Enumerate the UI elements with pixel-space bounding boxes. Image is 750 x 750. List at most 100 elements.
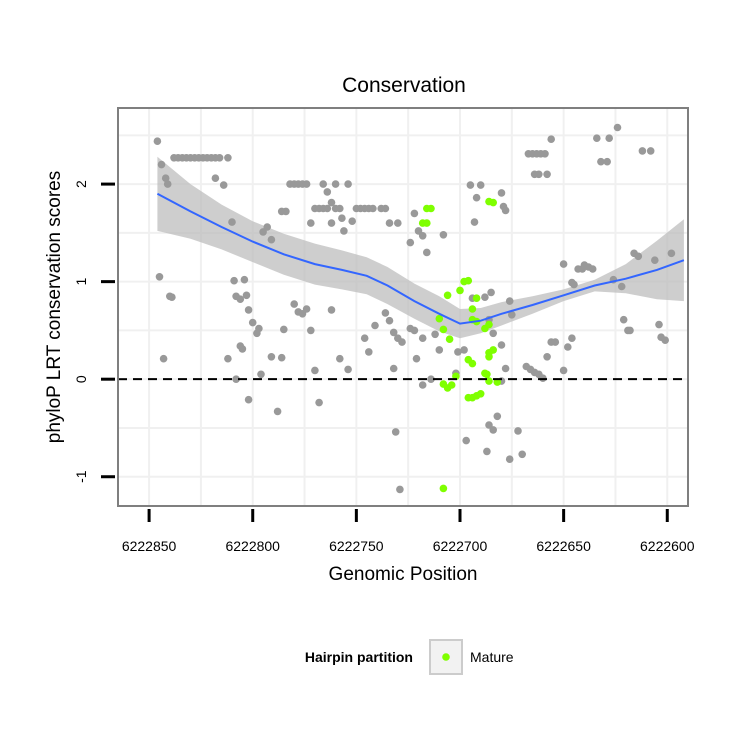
data-point xyxy=(460,346,468,354)
data-point xyxy=(391,428,400,436)
smooth-confidence-band xyxy=(157,156,684,339)
data-point xyxy=(489,329,498,338)
data-point xyxy=(541,150,549,158)
x-tick-label: 6222650 xyxy=(536,538,591,554)
data-point xyxy=(439,231,448,239)
data-point xyxy=(290,300,299,308)
data-point xyxy=(302,180,311,188)
data-point xyxy=(564,343,572,351)
data-point xyxy=(505,297,514,305)
y-axis: -1 0 1 2 xyxy=(73,180,115,483)
data-point xyxy=(481,293,489,302)
data-point xyxy=(431,330,439,339)
data-point xyxy=(423,219,431,227)
data-point xyxy=(360,334,369,343)
data-point xyxy=(485,320,493,329)
data-point xyxy=(244,306,253,314)
data-point xyxy=(327,219,336,227)
data-point xyxy=(344,180,352,188)
panel-border xyxy=(117,107,689,507)
smooth-trend-line xyxy=(156,192,685,325)
data-point xyxy=(224,154,232,162)
data-point xyxy=(336,354,344,363)
data-point xyxy=(476,181,485,189)
data-point xyxy=(468,359,477,368)
data-point xyxy=(655,320,663,329)
data-point xyxy=(435,314,444,323)
data-point xyxy=(626,326,634,335)
x-axis-title: Genomic Position xyxy=(329,564,478,585)
x-tick-label: 6222700 xyxy=(433,538,488,554)
data-point xyxy=(230,276,238,285)
data-point xyxy=(593,134,601,142)
data-point xyxy=(501,206,510,215)
data-point xyxy=(338,214,346,222)
data-point xyxy=(244,395,253,404)
data-point xyxy=(619,315,628,324)
data-point xyxy=(412,354,421,363)
y-tick-label: -1 xyxy=(73,470,89,483)
data-point xyxy=(447,381,456,389)
data-point xyxy=(406,238,415,247)
x-axis: 6222850 6222800 6222750 6222700 6222650 62226… xyxy=(122,509,695,554)
data-point xyxy=(398,338,406,346)
data-point xyxy=(153,137,162,145)
legend-title: Hairpin partition xyxy=(305,649,413,665)
data-point xyxy=(646,147,655,155)
x-tick-label: 6222850 xyxy=(122,538,177,554)
data-point xyxy=(605,134,613,142)
y-tick-label: 0 xyxy=(73,375,89,383)
x-tick-label: 6222600 xyxy=(640,538,695,554)
data-point xyxy=(661,336,669,345)
data-point xyxy=(462,436,471,445)
data-point xyxy=(483,447,491,456)
chart-title: Conservation xyxy=(342,74,466,97)
data-point xyxy=(161,174,170,182)
y-tick-label: 2 xyxy=(73,180,89,188)
data-point xyxy=(280,325,288,334)
data-point xyxy=(551,338,560,346)
data-point xyxy=(485,353,493,361)
legend-point-mature xyxy=(442,653,450,661)
data-point xyxy=(389,364,398,373)
data-point xyxy=(263,223,272,231)
data-point xyxy=(472,193,481,202)
data-point xyxy=(396,485,404,494)
data-point xyxy=(238,345,247,353)
data-point xyxy=(331,180,340,188)
data-point xyxy=(570,280,578,289)
data-point xyxy=(307,219,315,227)
data-point xyxy=(568,334,576,343)
data-point xyxy=(277,353,286,362)
data-point xyxy=(381,204,390,213)
data-point xyxy=(485,377,493,385)
data-point xyxy=(168,293,176,302)
data-point xyxy=(543,353,551,361)
data-point xyxy=(443,291,452,300)
data-point xyxy=(535,170,543,179)
data-point xyxy=(651,256,659,265)
data-point xyxy=(634,252,643,261)
data-point xyxy=(489,346,498,354)
data-point xyxy=(439,484,448,493)
data-point xyxy=(559,366,568,375)
y-axis-title: phyloP LRT conservation scores xyxy=(44,171,65,444)
data-point xyxy=(348,217,357,225)
data-point xyxy=(597,157,605,166)
data-point xyxy=(497,341,506,349)
legend: Hairpin partition Mature xyxy=(305,639,514,675)
data-point xyxy=(487,288,495,297)
series-mature xyxy=(418,197,502,493)
y-tick-label: 1 xyxy=(73,277,89,285)
data-point xyxy=(242,291,251,300)
data-point xyxy=(385,219,394,227)
data-point xyxy=(456,286,464,295)
data-point xyxy=(163,180,172,188)
data-point xyxy=(427,375,435,384)
data-points xyxy=(153,123,676,494)
data-point xyxy=(559,260,568,268)
series-other xyxy=(153,123,676,494)
x-tick-label: 6222750 xyxy=(329,538,384,554)
data-point xyxy=(327,306,336,314)
